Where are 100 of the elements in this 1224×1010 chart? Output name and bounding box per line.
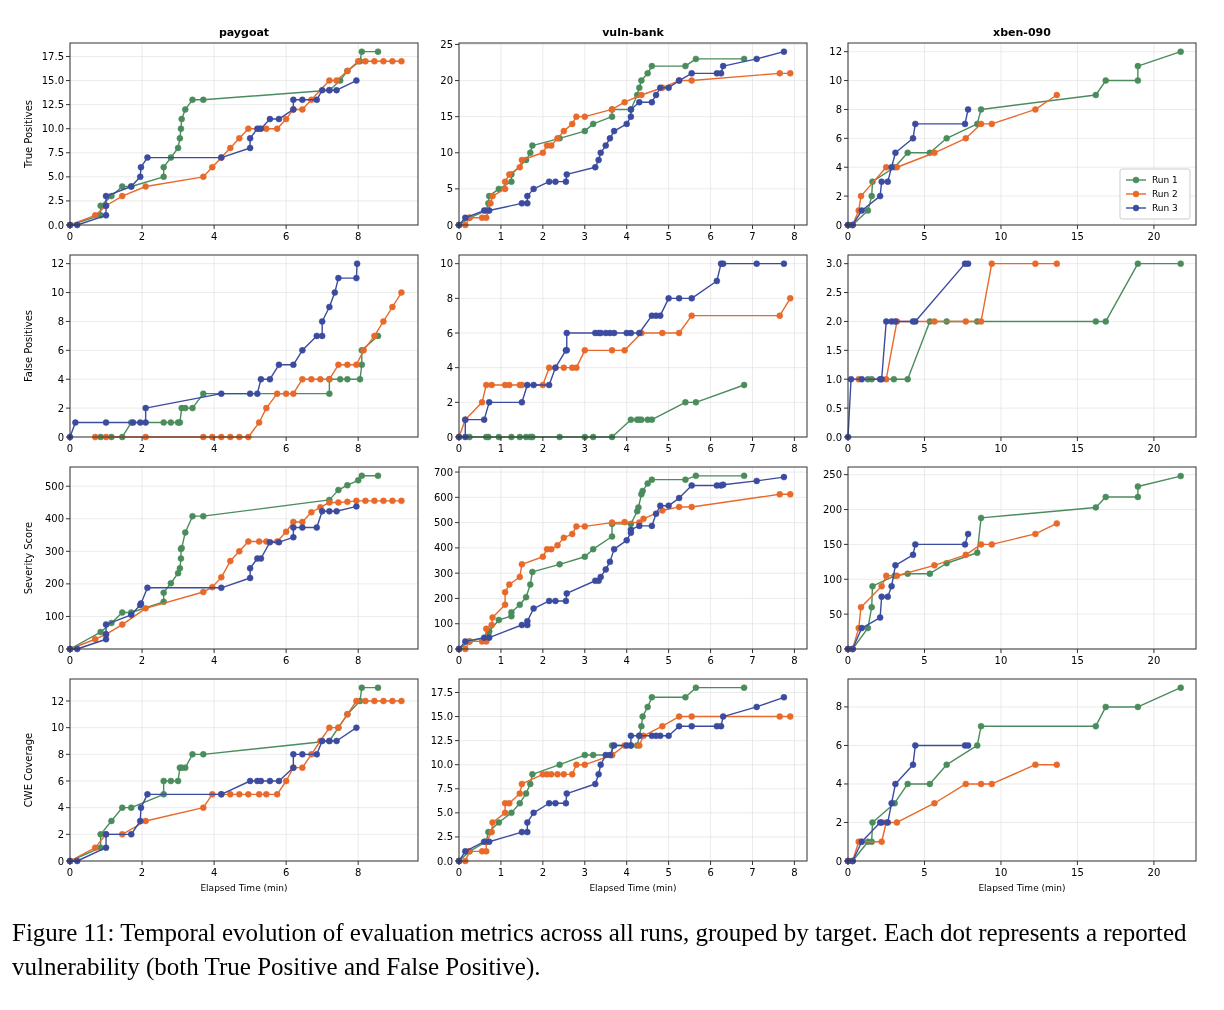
y-tick-label: 600	[433, 491, 453, 503]
x-tick-label: 2	[138, 655, 146, 666]
y-tick-label: 1.5	[826, 344, 842, 356]
y-tick-label: 10	[440, 147, 453, 159]
x-tick-label: 4	[623, 231, 630, 242]
x-tick-label: 1	[497, 231, 505, 242]
x-tick-label: 5	[921, 443, 928, 454]
y-tick-label: 12	[829, 46, 842, 58]
x-tick-label: 0	[844, 443, 852, 454]
x-axis-title: Elapsed Time (min)	[589, 883, 677, 893]
legend-label: Run 1	[1152, 175, 1178, 185]
x-tick-label: 7	[749, 655, 756, 666]
x-tick-label: 0	[844, 231, 852, 242]
y-tick-label: 300	[433, 567, 453, 579]
y-tick-label: 6	[835, 132, 842, 144]
x-tick-label: 20	[1147, 867, 1161, 878]
y-tick-label: 5.0	[48, 171, 64, 183]
x-tick-label: 1	[497, 655, 505, 666]
x-tick-label: 6	[707, 655, 714, 666]
x-tick-label: 0	[844, 867, 852, 878]
y-tick-label: 2.5	[48, 195, 64, 207]
x-tick-label: 8	[791, 867, 798, 878]
x-tick-label: 0	[455, 867, 463, 878]
y-tick-label: 2	[57, 828, 64, 840]
y-tick-label: 17.5	[41, 50, 64, 62]
y-tick-label: 6	[835, 739, 842, 751]
y-tick-label: 100	[822, 573, 842, 585]
x-tick-label: 20	[1147, 231, 1161, 242]
x-tick-label: 5	[665, 655, 672, 666]
y-tick-label: 6	[57, 775, 64, 787]
x-tick-label: 3	[581, 443, 588, 454]
y-tick-label: 4	[835, 778, 842, 790]
y-tick-label: 15.0	[430, 711, 453, 723]
y-tick-label: 0	[835, 643, 842, 655]
x-tick-label: 3	[581, 231, 588, 242]
x-tick-label: 5	[921, 231, 928, 242]
y-tick-label: 0.0	[48, 219, 64, 231]
x-tick-label: 8	[355, 443, 362, 454]
y-tick-label: 10	[440, 258, 453, 270]
y-tick-label: 100	[433, 618, 453, 630]
x-tick-label: 2	[138, 231, 146, 242]
y-tick-label: 400	[433, 542, 453, 554]
x-tick-label: 2	[539, 655, 547, 666]
x-tick-label: 10	[994, 443, 1008, 454]
y-tick-label: 10	[829, 75, 842, 87]
x-tick-label: 8	[355, 231, 362, 242]
y-tick-label: 2.5	[826, 287, 842, 299]
x-tick-label: 0	[455, 655, 463, 666]
y-tick-label: 0.0	[437, 855, 453, 867]
x-tick-label: 7	[749, 867, 756, 878]
x-tick-label: 8	[791, 655, 798, 666]
y-tick-label: 0	[57, 855, 64, 867]
y-tick-label: 4	[57, 373, 64, 385]
x-tick-label: 0	[844, 655, 852, 666]
x-tick-label: 2	[138, 443, 146, 454]
y-tick-label: 1.0	[826, 373, 842, 385]
x-tick-label: 7	[749, 231, 756, 242]
x-tick-label: 0	[66, 867, 74, 878]
x-tick-label: 3	[581, 655, 588, 666]
y-tick-label: 17.5	[430, 686, 453, 698]
x-tick-label: 10	[994, 655, 1008, 666]
y-tick-label: 10.0	[41, 123, 64, 135]
y-tick-label: 2	[835, 816, 842, 828]
y-tick-label: 0.0	[826, 431, 842, 443]
y-tick-label: 100	[44, 610, 64, 622]
x-tick-label: 4	[210, 443, 218, 454]
x-tick-label: 6	[282, 231, 290, 242]
y-tick-label: 300	[44, 545, 64, 557]
y-axis-title: True Positives	[23, 99, 34, 170]
y-tick-label: 15	[440, 111, 453, 123]
x-tick-label: 1	[497, 443, 505, 454]
x-tick-label: 1	[497, 867, 505, 878]
y-tick-label: 2	[835, 190, 842, 202]
x-tick-label: 8	[791, 443, 798, 454]
x-tick-label: 6	[707, 867, 714, 878]
y-tick-label: 12.5	[430, 735, 453, 747]
y-tick-label: 8	[57, 315, 64, 327]
x-tick-label: 15	[1071, 655, 1084, 666]
x-tick-label: 15	[1071, 443, 1084, 454]
y-tick-label: 2	[446, 396, 453, 408]
y-tick-label: 12	[51, 695, 64, 707]
y-tick-label: 20	[440, 75, 453, 87]
y-tick-label: 0	[446, 643, 453, 655]
x-tick-label: 0	[455, 443, 463, 454]
y-tick-label: 4	[446, 362, 453, 374]
chart-title: xben-090	[993, 26, 1052, 39]
y-tick-label: 0.5	[826, 402, 842, 414]
y-tick-label: 0	[446, 219, 453, 231]
y-tick-label: 4	[835, 161, 842, 173]
y-tick-label: 10.0	[430, 759, 453, 771]
legend-label: Run 3	[1152, 203, 1178, 213]
y-tick-label: 12	[51, 258, 64, 270]
y-tick-label: 8	[835, 701, 842, 713]
y-axis-title: CWE Coverage	[23, 732, 34, 808]
y-tick-label: 400	[44, 513, 64, 525]
y-tick-label: 8	[446, 292, 453, 304]
y-tick-label: 700	[433, 466, 453, 478]
x-tick-label: 4	[623, 655, 630, 666]
y-axis-title: False Positives	[23, 309, 34, 383]
x-tick-label: 4	[623, 867, 630, 878]
